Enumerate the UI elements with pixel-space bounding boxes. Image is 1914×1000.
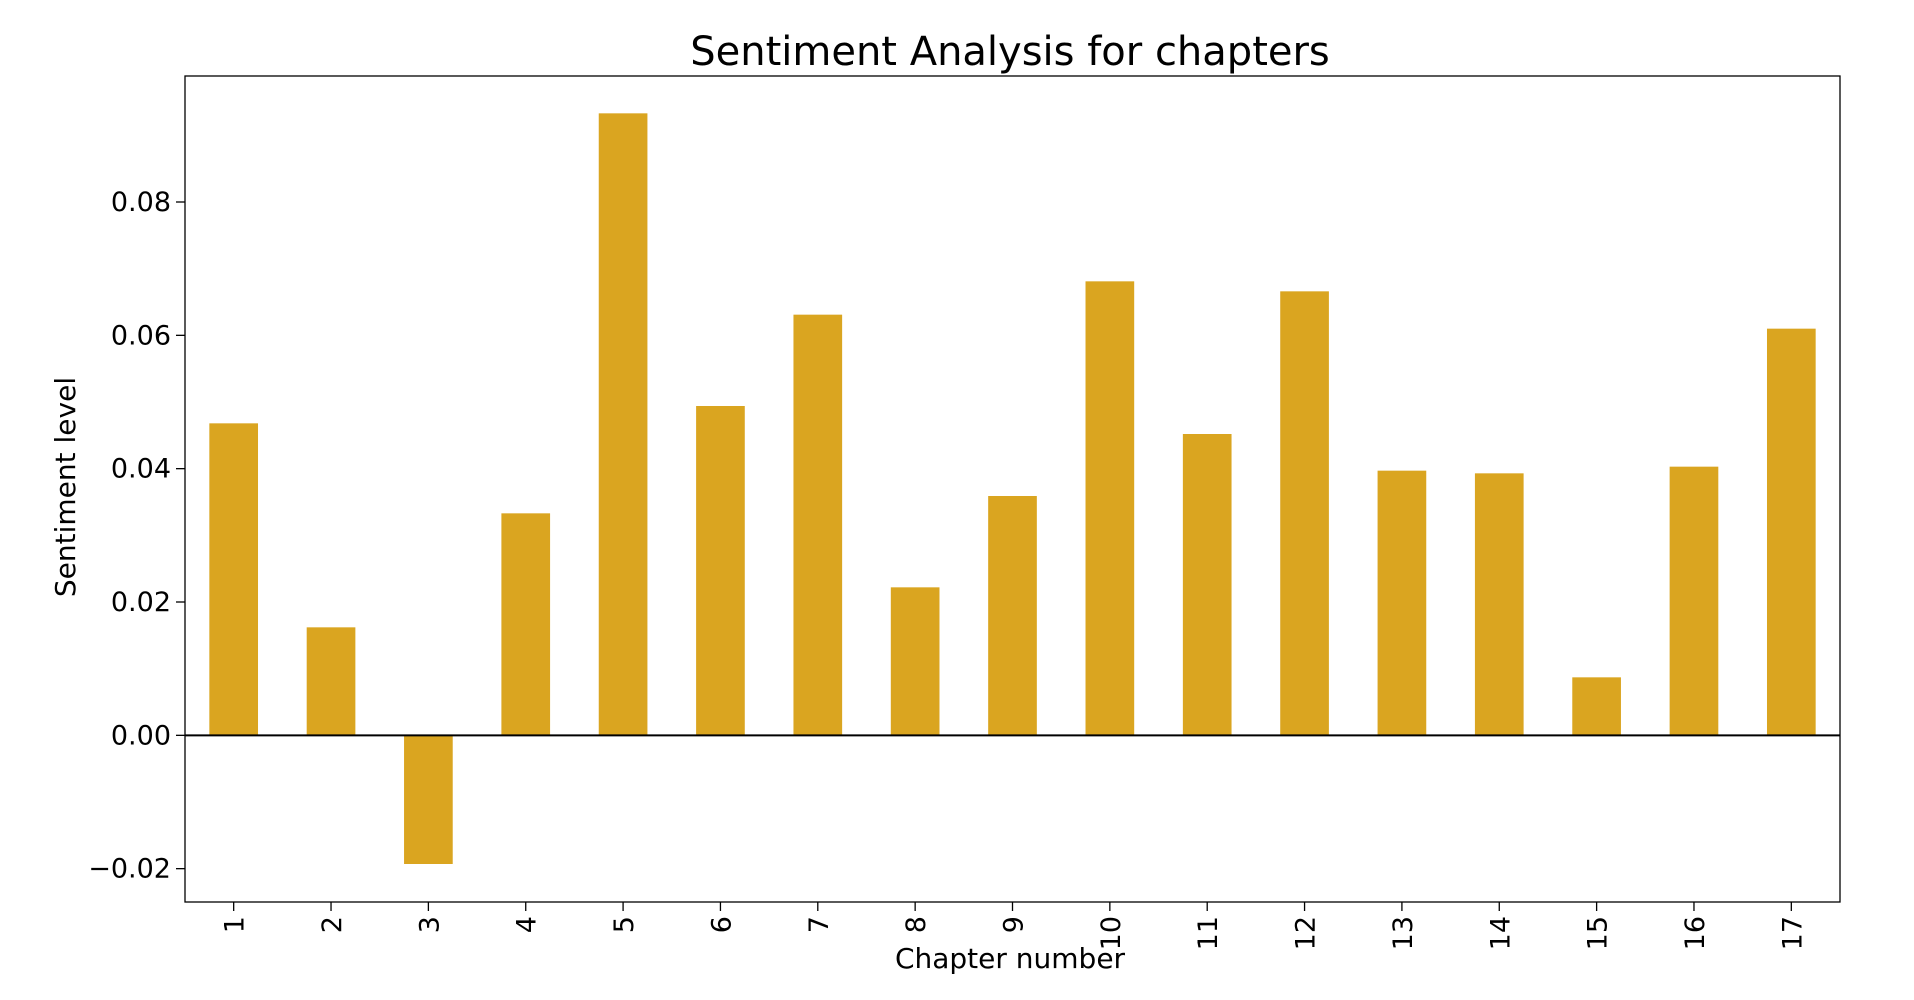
x-tick-label: 14	[1485, 916, 1516, 950]
y-tick-label: −0.02	[88, 854, 171, 885]
bar-chapter-16	[1669, 466, 1719, 736]
bar-chapter-10	[1085, 281, 1135, 736]
x-tick-label: 17	[1777, 916, 1808, 950]
x-tick-label: 7	[804, 916, 835, 933]
bar-chapter-5	[598, 113, 648, 736]
x-tick-label: 16	[1680, 916, 1711, 950]
y-tick-label: 0.06	[111, 320, 171, 351]
bar-chapter-9	[988, 496, 1037, 736]
x-tick-label: 4	[512, 916, 543, 933]
x-axis-label: Chapter number	[895, 942, 1126, 975]
bar-chapter-13	[1377, 470, 1427, 736]
bar-chapter-7	[793, 314, 843, 736]
x-tick-label: 3	[414, 916, 445, 933]
x-tick-label: 6	[706, 916, 737, 933]
x-tick-label: 10	[1096, 916, 1127, 950]
x-tick-label: 15	[1583, 916, 1614, 950]
y-axis: −0.02 0.00 0.02 0.04 0.06 0.08	[88, 187, 185, 885]
x-tick-label: 1	[220, 916, 251, 933]
x-tick-label: 13	[1388, 916, 1419, 950]
y-tick-label: 0.00	[111, 720, 171, 751]
y-tick-label: 0.04	[111, 454, 171, 485]
bar-chapter-14	[1474, 473, 1524, 736]
x-axis: 1 2 3 4 5 6 7 8 9 10 11 12 13 14 15 16 17	[220, 902, 1808, 950]
bar-chapter-1	[209, 423, 259, 736]
x-tick-label: 8	[901, 916, 932, 933]
bar-chapter-17	[1766, 328, 1816, 736]
bar-chapter-2	[306, 627, 356, 736]
bar-chapter-15	[1572, 677, 1621, 736]
y-axis-label: Sentiment level	[49, 377, 82, 597]
x-tick-label: 5	[609, 916, 640, 933]
bar-chapter-4	[501, 513, 551, 736]
x-tick-label: 11	[1193, 916, 1224, 950]
bar-chapter-11	[1182, 434, 1232, 736]
bar-chapter-3	[404, 735, 453, 864]
chart-title: Sentiment Analysis for chapters	[690, 29, 1330, 75]
bar-chapter-6	[696, 406, 745, 736]
y-tick-label: 0.08	[111, 187, 171, 218]
bars-group	[209, 113, 1816, 864]
x-tick-label: 2	[317, 916, 348, 933]
y-tick-label: 0.02	[111, 587, 171, 618]
x-tick-label: 12	[1291, 916, 1322, 950]
bar-chapter-12	[1280, 291, 1329, 736]
bar-chapter-8	[890, 587, 940, 736]
x-tick-label: 9	[999, 916, 1030, 933]
